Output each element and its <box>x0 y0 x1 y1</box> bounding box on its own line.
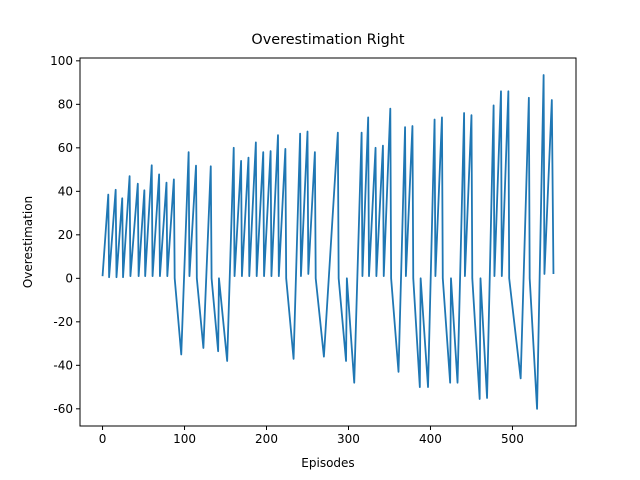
x-tick-label: 0 <box>99 432 107 446</box>
x-tick-label: 100 <box>173 432 196 446</box>
x-tick-label: 300 <box>337 432 360 446</box>
x-tick-label: 400 <box>419 432 442 446</box>
x-axis-label: Episodes <box>301 456 354 470</box>
chart-title: Overestimation Right <box>251 32 405 48</box>
x-tick-label: 200 <box>255 432 278 446</box>
y-tick-label: 0 <box>65 271 73 285</box>
y-tick-label: -60 <box>53 402 73 416</box>
y-tick-label: 60 <box>58 141 73 155</box>
data-line <box>101 74 555 410</box>
y-tick-label: 20 <box>58 228 73 242</box>
y-tick-label: -20 <box>53 315 73 329</box>
y-axis-label: Overestimation <box>21 196 35 288</box>
y-tick-label: 100 <box>50 54 73 68</box>
plot-frame <box>79 57 577 427</box>
x-tick-label: 500 <box>501 432 524 446</box>
y-tick-label: -40 <box>53 358 73 372</box>
y-tick-label: 80 <box>58 97 73 111</box>
y-tick-label: 40 <box>58 184 73 198</box>
